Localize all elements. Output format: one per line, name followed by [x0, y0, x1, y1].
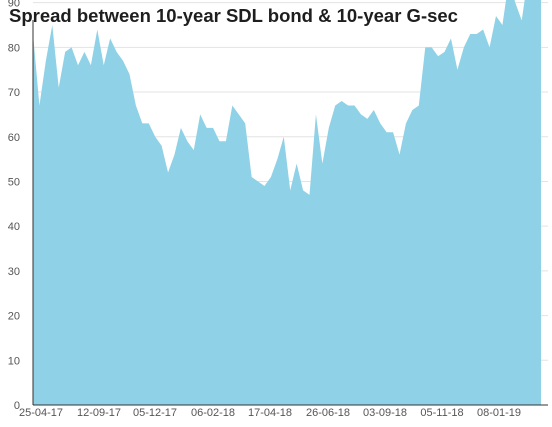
tick-labels: 0 10 20 30 40 50 60 70 80 90 25-04-17 12-09-17 05-12… — [8, 0, 521, 419]
y-tick-label: 80 — [8, 42, 20, 54]
x-tick-label: 26-06-18 — [306, 407, 350, 419]
area-fill — [33, 0, 541, 405]
area-series — [33, 0, 541, 405]
y-tick-label: 50 — [8, 176, 20, 188]
y-tick-label: 70 — [8, 87, 20, 99]
x-tick-label: 08-01-19 — [477, 407, 521, 419]
x-tick-label: 12-09-17 — [77, 407, 121, 419]
y-tick-label: 30 — [8, 266, 20, 278]
x-tick-label: 17-04-18 — [248, 407, 292, 419]
y-tick-label: 60 — [8, 132, 20, 144]
chart-title: Spread between 10-year SDL bond & 10-yea… — [9, 5, 458, 26]
x-tick-label: 06-02-18 — [191, 407, 235, 419]
y-tick-label: 0 — [14, 400, 20, 412]
axes — [32, 20, 548, 406]
y-tick-label: 40 — [8, 221, 20, 233]
y-tick-label: 20 — [8, 311, 20, 323]
x-tick-label: 05-11-18 — [420, 407, 463, 419]
y-tick-label: 10 — [8, 355, 20, 367]
x-tick-label: 25-04-17 — [19, 407, 63, 419]
x-tick-label: 03-09-18 — [363, 407, 407, 419]
y-tick-label: 90 — [8, 0, 20, 10]
x-tick-label: 05-12-17 — [133, 407, 177, 419]
